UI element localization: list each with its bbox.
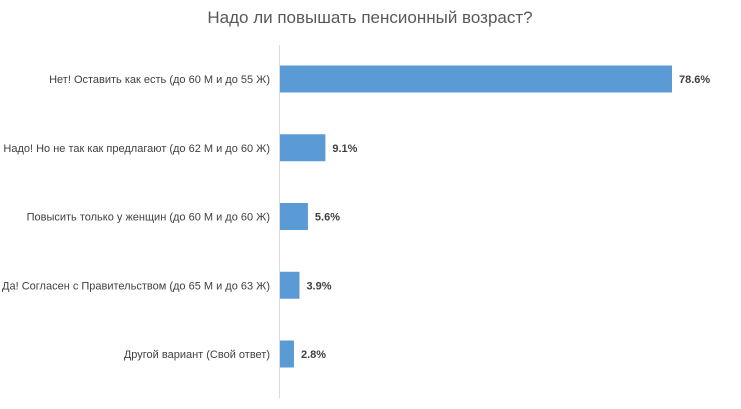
value-labels-group: 78.6% 9.1% 5.6% 3.9% 2.8% bbox=[301, 74, 710, 361]
value-label-4: 3.9% bbox=[306, 280, 331, 292]
value-label-2: 9.1% bbox=[332, 143, 357, 155]
category-label-2: Надо! Но не так как предлагают (до 62 М … bbox=[3, 143, 270, 155]
category-label-4: Да! Согласен с Правительством (до 65 М и… bbox=[2, 280, 270, 292]
value-label-3: 5.6% bbox=[315, 212, 340, 224]
chart-title: Надо ли повышать пенсионный возраст? bbox=[207, 8, 532, 27]
bars-group bbox=[280, 65, 672, 368]
bar-4 bbox=[280, 271, 300, 299]
bar-5 bbox=[280, 340, 294, 368]
bar-3 bbox=[280, 203, 308, 230]
category-label-5: Другой вариант (Свой ответ) bbox=[124, 349, 270, 361]
category-label-3: Повысить только у женщин (до 60 М и до 6… bbox=[27, 212, 270, 224]
category-labels-group: Нет! Оставить как есть (до 60 М и до 55 … bbox=[2, 74, 270, 361]
value-label-5: 2.8% bbox=[301, 349, 326, 361]
bar-2 bbox=[280, 134, 326, 162]
bar-1 bbox=[280, 65, 672, 93]
category-label-1: Нет! Оставить как есть (до 60 М и до 55 … bbox=[49, 74, 270, 86]
value-label-1: 78.6% bbox=[679, 74, 710, 86]
